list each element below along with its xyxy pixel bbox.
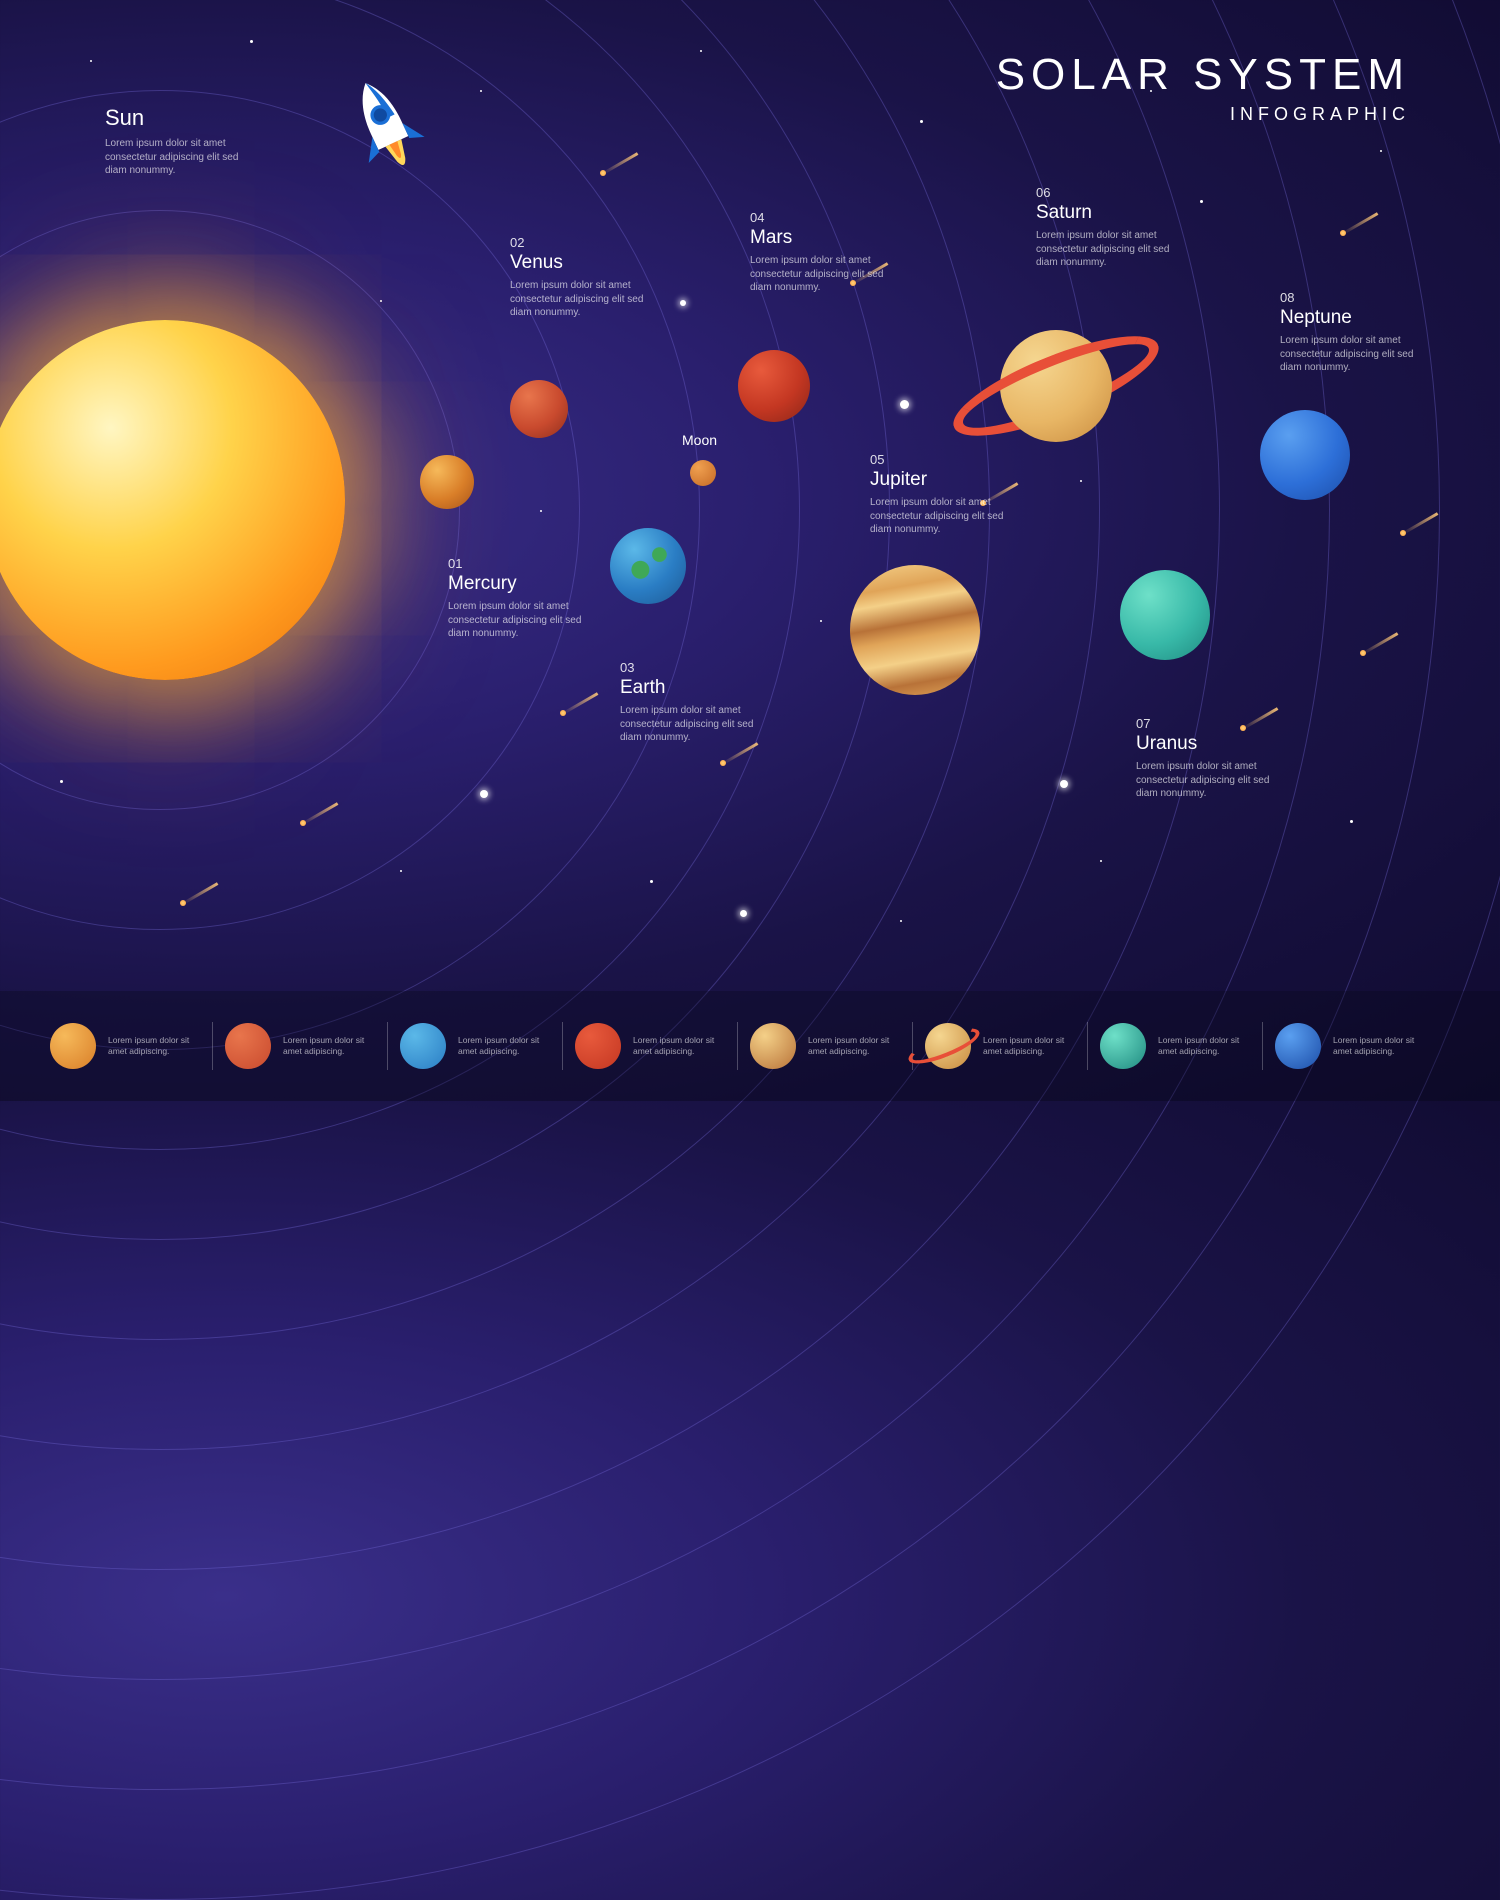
legend-text: Lorem ipsum dolor sit amet adipiscing. <box>283 1035 383 1057</box>
planet-mercury <box>420 455 474 509</box>
sun-desc: Lorem ipsum dolor sit amet consectetur a… <box>105 137 245 178</box>
label-uranus: 07 Uranus Lorem ipsum dolor sit amet con… <box>1136 716 1276 801</box>
legend-item-neptune: Lorem ipsum dolor sit amet adipiscing. <box>1275 1023 1450 1069</box>
sun <box>0 320 345 680</box>
infographic-title: SOLAR SYSTEM INFOGRAPHIC <box>996 50 1410 125</box>
planet-desc: Lorem ipsum dolor sit amet consectetur a… <box>510 279 650 320</box>
legend-planet-icon <box>50 1023 96 1069</box>
planet-desc: Lorem ipsum dolor sit amet consectetur a… <box>620 704 760 745</box>
legend-planet-icon <box>400 1023 446 1069</box>
legend-planet-icon <box>1100 1023 1146 1069</box>
planet-desc: Lorem ipsum dolor sit amet consectetur a… <box>1036 229 1176 270</box>
planet-num: 08 <box>1280 290 1420 305</box>
legend-planet-icon <box>925 1023 971 1069</box>
legend-text: Lorem ipsum dolor sit amet adipiscing. <box>458 1035 558 1057</box>
label-jupiter: 05 Jupiter Lorem ipsum dolor sit amet co… <box>870 452 1010 537</box>
planet-name: Saturn <box>1036 202 1176 224</box>
planet-earth <box>610 528 686 604</box>
legend-planet-icon <box>225 1023 271 1069</box>
legend-item-venus: Lorem ipsum dolor sit amet adipiscing. <box>225 1023 400 1069</box>
legend-planet-icon <box>750 1023 796 1069</box>
planet-jupiter <box>850 565 980 695</box>
planet-desc: Lorem ipsum dolor sit amet consectetur a… <box>448 600 588 641</box>
planet-desc: Lorem ipsum dolor sit amet consectetur a… <box>750 254 890 295</box>
planet-venus <box>510 380 568 438</box>
planet-mars <box>738 350 810 422</box>
planet-num: 01 <box>448 556 588 571</box>
planet-name: Jupiter <box>870 469 1010 491</box>
legend-item-saturn: Lorem ipsum dolor sit amet adipiscing. <box>925 1023 1100 1069</box>
legend-text: Lorem ipsum dolor sit amet adipiscing. <box>1333 1035 1433 1057</box>
planet-desc: Lorem ipsum dolor sit amet consectetur a… <box>1136 760 1276 801</box>
label-mercury: 01 Mercury Lorem ipsum dolor sit amet co… <box>448 556 588 641</box>
label-neptune: 08 Neptune Lorem ipsum dolor sit amet co… <box>1280 290 1420 375</box>
label-mars: 04 Mars Lorem ipsum dolor sit amet conse… <box>750 210 890 295</box>
planet-name: Uranus <box>1136 733 1276 755</box>
legend-text: Lorem ipsum dolor sit amet adipiscing. <box>1158 1035 1258 1057</box>
planet-name: Mars <box>750 227 890 249</box>
legend-strip: Lorem ipsum dolor sit amet adipiscing. Lo… <box>0 991 1500 1101</box>
legend-item-jupiter: Lorem ipsum dolor sit amet adipiscing. <box>750 1023 925 1069</box>
legend-item-earth: Lorem ipsum dolor sit amet adipiscing. <box>400 1023 575 1069</box>
planet-uranus <box>1120 570 1210 660</box>
label-venus: 02 Venus Lorem ipsum dolor sit amet cons… <box>510 235 650 320</box>
legend-text: Lorem ipsum dolor sit amet adipiscing. <box>108 1035 208 1057</box>
planet-num: 06 <box>1036 185 1176 200</box>
planet-num: 04 <box>750 210 890 225</box>
planet-name: Venus <box>510 252 650 274</box>
legend-text: Lorem ipsum dolor sit amet adipiscing. <box>983 1035 1083 1057</box>
planet-desc: Lorem ipsum dolor sit amet consectetur a… <box>870 496 1010 537</box>
sun-label: Sun Lorem ipsum dolor sit amet consectet… <box>105 105 245 178</box>
planet-num: 02 <box>510 235 650 250</box>
label-saturn: 06 Saturn Lorem ipsum dolor sit amet con… <box>1036 185 1176 270</box>
title-sub: INFOGRAPHIC <box>996 104 1410 125</box>
rocket-icon <box>330 70 440 185</box>
moon-label: Moon <box>682 432 717 448</box>
legend-text: Lorem ipsum dolor sit amet adipiscing. <box>808 1035 908 1057</box>
label-earth: 03 Earth Lorem ipsum dolor sit amet cons… <box>620 660 760 745</box>
legend-planet-icon <box>575 1023 621 1069</box>
planet-num: 07 <box>1136 716 1276 731</box>
sun-name: Sun <box>105 105 245 131</box>
planet-desc: Lorem ipsum dolor sit amet consectetur a… <box>1280 334 1420 375</box>
planet-num: 03 <box>620 660 760 675</box>
planet-neptune <box>1260 410 1350 500</box>
legend-text: Lorem ipsum dolor sit amet adipiscing. <box>633 1035 733 1057</box>
moon <box>690 460 716 486</box>
legend-item-mercury: Lorem ipsum dolor sit amet adipiscing. <box>50 1023 225 1069</box>
planet-num: 05 <box>870 452 1010 467</box>
planet-name: Mercury <box>448 573 588 595</box>
planet-name: Earth <box>620 677 760 699</box>
planet-name: Neptune <box>1280 307 1420 329</box>
legend-item-uranus: Lorem ipsum dolor sit amet adipiscing. <box>1100 1023 1275 1069</box>
title-main: SOLAR SYSTEM <box>996 50 1410 100</box>
legend-planet-icon <box>1275 1023 1321 1069</box>
legend-item-mars: Lorem ipsum dolor sit amet adipiscing. <box>575 1023 750 1069</box>
